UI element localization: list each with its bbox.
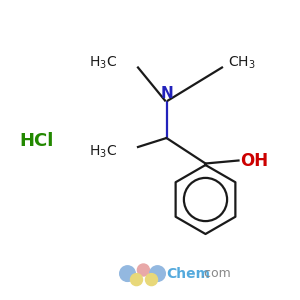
Circle shape	[150, 266, 165, 281]
Text: HCl: HCl	[20, 132, 54, 150]
Text: N: N	[160, 85, 173, 100]
Text: Chem: Chem	[167, 267, 211, 280]
Circle shape	[120, 266, 135, 281]
Text: H$_3$C: H$_3$C	[89, 55, 117, 71]
Text: .com: .com	[201, 267, 232, 280]
Text: CH$_3$: CH$_3$	[228, 55, 256, 71]
Text: OH: OH	[240, 152, 268, 169]
Circle shape	[137, 264, 149, 276]
Circle shape	[146, 274, 158, 286]
Circle shape	[130, 274, 142, 286]
Text: H$_3$C: H$_3$C	[89, 143, 117, 160]
